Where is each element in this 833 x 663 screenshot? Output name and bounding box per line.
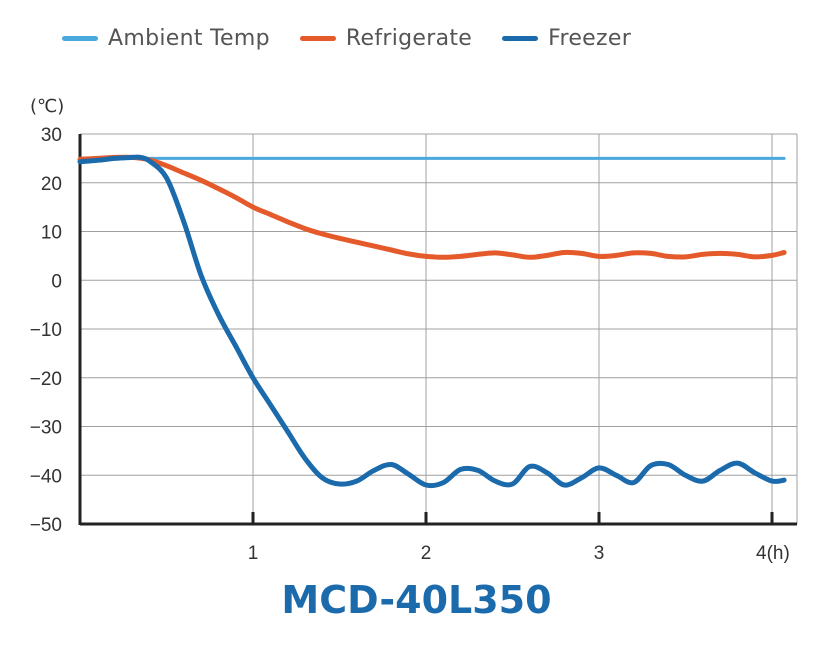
x-tick-label-1: 2 xyxy=(421,543,432,564)
x-tick-label-3: 4(h) xyxy=(756,543,790,564)
model-name: MCD-40L350 xyxy=(281,578,552,622)
y-tick-label-0: 30 xyxy=(41,125,62,146)
legend-label-refrigerate: Refrigerate xyxy=(345,26,473,51)
y-tick-label-5: −20 xyxy=(30,369,62,390)
legend: Ambient Temp Refrigerate Freezer xyxy=(62,26,661,51)
legend-item-refrigerate: Refrigerate xyxy=(299,26,473,51)
x-tick-label-2: 3 xyxy=(594,543,605,564)
legend-label-ambient: Ambient Temp xyxy=(108,26,270,51)
y-tick-label-8: −50 xyxy=(30,515,62,536)
y-tick-label-2: 10 xyxy=(41,223,62,244)
legend-label-freezer: Freezer xyxy=(548,26,632,51)
y-tick-label-7: −40 xyxy=(30,466,62,487)
y-tick-label-3: 0 xyxy=(51,271,62,292)
series-line-freezer xyxy=(77,154,787,489)
y-tick-label-1: 20 xyxy=(41,174,62,195)
legend-swatch-ambient xyxy=(62,36,98,41)
legend-item-freezer: Freezer xyxy=(502,26,631,51)
x-tick-label-0: 1 xyxy=(248,543,259,564)
y-tick-label-4: −10 xyxy=(30,320,62,341)
legend-swatch-refrigerate xyxy=(299,36,336,41)
legend-item-ambient: Ambient Temp xyxy=(62,26,270,51)
series-line-refrigerate xyxy=(77,154,787,260)
legend-swatch-freezer xyxy=(502,36,539,41)
y-tick-label-6: −30 xyxy=(30,418,62,439)
y-axis-unit-label: (℃) xyxy=(30,96,65,117)
